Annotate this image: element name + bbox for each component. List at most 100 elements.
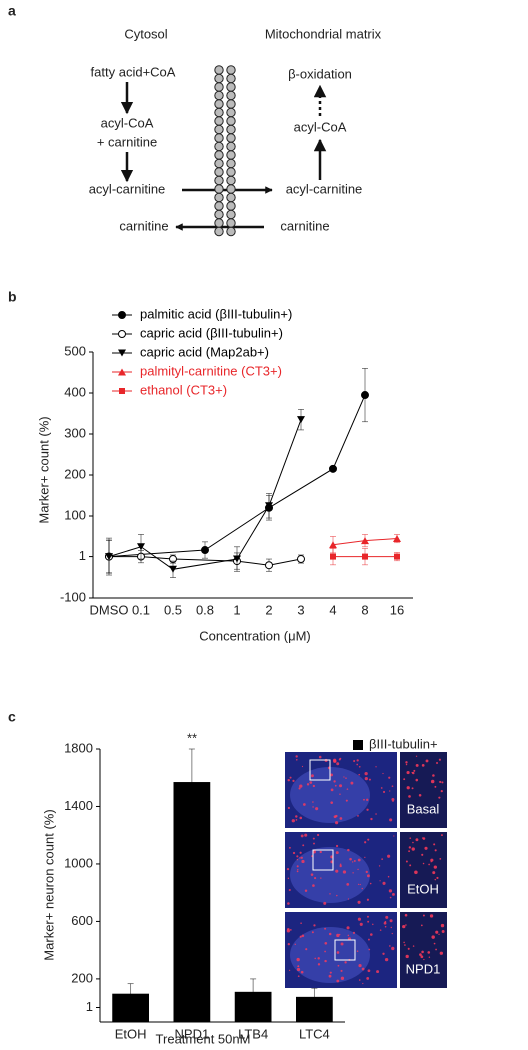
x-tick-label: 0.1 [132,602,150,617]
speck [420,955,424,959]
speck [379,880,381,882]
speck [343,776,345,778]
data-point [105,553,113,561]
lipid-head [214,65,224,75]
speck [318,755,322,759]
speck [434,785,437,788]
speck [287,902,290,905]
data-point [201,546,209,555]
speck [434,878,437,881]
speck [313,842,315,845]
speck [412,945,415,947]
speck [339,864,342,868]
lipid-head [214,175,224,186]
x-tick-label: NPD1 [175,1026,210,1041]
x-axis-label: Treatment 50nM [156,1031,251,1046]
speck [299,784,303,788]
lipid-head [214,158,224,169]
speck [427,951,431,954]
speck [304,889,308,892]
speck [411,771,413,774]
speck [438,796,441,799]
speck [305,948,308,951]
speck [441,930,445,933]
speck [356,763,359,766]
speck [346,883,350,886]
micrograph-label: Basal [407,801,440,816]
speck [289,846,291,849]
speck [333,815,337,819]
speck [415,778,419,782]
speck [336,979,340,983]
bar [296,996,333,1022]
speck [375,813,377,815]
speck [384,925,387,928]
speck [408,846,412,849]
speck [350,781,354,785]
speck [344,961,347,964]
x-tick-label: LTB4 [238,1026,268,1041]
legend-label: βIII-tubulin+ [369,736,438,751]
speck [302,844,305,847]
speck [320,877,322,879]
speck [433,865,437,869]
speck [342,870,347,874]
legend-entry: palmityl-carnitine (CT3+) [112,363,282,378]
membrane [214,65,236,237]
speck [367,969,371,973]
x-tick-label: 2 [265,602,272,617]
speck [414,870,418,875]
speck [428,863,430,866]
bar [173,782,211,1022]
speck [319,850,322,854]
speck [440,834,443,837]
speck [389,790,391,792]
lipid-head [226,116,236,126]
header: Mitochondrial matrix [265,26,382,41]
speck [382,790,386,794]
speck [369,933,373,936]
speck [357,883,360,885]
x-tick-label: 0.8 [196,602,214,617]
speck [364,856,366,859]
speck [314,876,317,880]
data-point [361,537,369,545]
speck [296,957,300,962]
lipid-head [226,201,236,211]
speck [422,914,425,917]
y-tick-label: 300 [64,425,86,440]
lipid-head [226,65,236,75]
speck [309,781,313,784]
x-tick-label: 1 [233,602,240,617]
speck [332,758,337,762]
speck [436,876,439,880]
speck [367,838,370,841]
panel-label: b [8,289,17,305]
x-tick-label: 8 [361,602,368,617]
speck [288,888,291,892]
speck [420,924,423,927]
speck [385,915,389,919]
speck [312,801,314,803]
speck [403,941,405,944]
speck [345,799,348,802]
speck [439,951,444,955]
speck [329,971,332,974]
speck [390,926,393,929]
lipid-head [214,73,224,84]
lipid-head [226,175,236,186]
speck [422,862,425,865]
y-tick-label: 400 [64,384,86,399]
speck [421,763,425,767]
data-line [108,419,302,570]
speck [432,871,436,875]
legend-label: capric acid (Map2ab+) [140,344,269,359]
speck [358,773,361,776]
bar [112,993,149,1022]
line-chart: Concentration (μM) Marker+ count (%) -10… [36,306,413,643]
speck [337,964,340,967]
speck [366,798,369,802]
lipid-head [214,226,224,237]
speck [330,855,334,859]
data-point [265,561,273,570]
